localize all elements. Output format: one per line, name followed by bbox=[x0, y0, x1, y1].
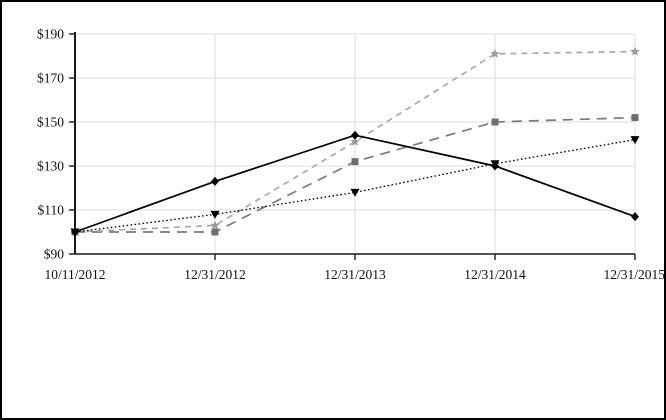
y-tick-label: $190 bbox=[37, 27, 64, 42]
diamond-marker bbox=[211, 176, 219, 186]
gridlines bbox=[75, 33, 636, 254]
triangle-down-marker bbox=[350, 188, 360, 197]
triangle-down-marker bbox=[210, 210, 220, 219]
star-marker bbox=[490, 48, 500, 58]
x-tick-label: 12/31/2015 bbox=[603, 267, 664, 282]
chart-svg: $190 $170 $150 $130 $110 $90 10/11/2012 12/31/2… bbox=[37, 27, 664, 283]
square-marker bbox=[491, 118, 499, 126]
triangle-down-marker bbox=[70, 228, 80, 237]
star-marker bbox=[210, 220, 220, 230]
y-tick-label: $90 bbox=[44, 247, 65, 262]
series-1 bbox=[71, 130, 639, 237]
y-tick-label: $110 bbox=[38, 203, 65, 218]
series-line bbox=[74, 50, 636, 233]
y-tick-label: $150 bbox=[37, 115, 64, 130]
axes: $190 $170 $150 $130 $110 $90 10/11/2012 12/31/2… bbox=[37, 27, 664, 283]
y-tick-label: $170 bbox=[37, 71, 64, 86]
x-tick-label: 10/11/2012 bbox=[44, 267, 105, 282]
square-marker bbox=[211, 228, 219, 236]
square-marker bbox=[631, 114, 639, 122]
diamond-marker bbox=[631, 212, 639, 222]
y-tick-label: $130 bbox=[37, 159, 64, 174]
diamond-marker bbox=[351, 130, 359, 140]
triangle-down-marker bbox=[490, 160, 500, 169]
chart-legend: RLGY S&P 500 S&P Home Builders Select In… bbox=[2, 294, 664, 416]
star-marker bbox=[350, 136, 360, 146]
series-3 bbox=[70, 136, 640, 237]
x-tick-label: 12/31/2013 bbox=[324, 267, 386, 282]
triangle-down-marker bbox=[630, 136, 640, 145]
x-tick-label: 12/31/2012 bbox=[184, 267, 246, 282]
chart-area: $190 $170 $150 $130 $110 $90 10/11/2012 12/31/2… bbox=[2, 2, 664, 294]
star-marker bbox=[630, 46, 640, 56]
x-tick-label: 12/31/2014 bbox=[464, 267, 526, 282]
square-marker bbox=[351, 158, 359, 166]
series-line bbox=[74, 138, 636, 233]
